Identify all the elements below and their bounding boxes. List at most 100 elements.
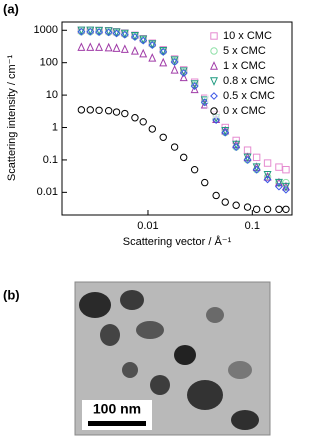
data-point (263, 159, 272, 167)
data-point (112, 29, 121, 38)
y-axis-label: Scattering intensity / cm⁻¹ (6, 55, 18, 182)
data-point (148, 53, 157, 62)
data-point (275, 163, 283, 171)
data-point (232, 140, 241, 150)
data-point (243, 153, 252, 163)
legend-marker (210, 61, 218, 70)
data-point (95, 42, 104, 51)
legend-bg (207, 44, 289, 58)
panel-label: (a) (3, 1, 19, 16)
data-point (77, 42, 86, 51)
scale-bar-label: 100 nm (93, 401, 141, 417)
data-point (275, 182, 283, 191)
data-point (112, 43, 121, 52)
data-point (282, 205, 290, 213)
data-point (170, 55, 179, 63)
data-point (263, 205, 272, 213)
data-point (190, 84, 199, 94)
data-point (243, 156, 252, 164)
data-point (104, 42, 113, 52)
data-point (232, 201, 240, 209)
data-point (179, 72, 188, 82)
legend-bg (207, 29, 289, 43)
data-point (95, 28, 103, 36)
data-point (252, 153, 261, 162)
data-point (252, 205, 261, 213)
data-point (77, 27, 86, 36)
x-tick-label: 0.01 (137, 220, 158, 232)
data-point (274, 178, 283, 188)
data-point (131, 114, 139, 122)
legend-bg (207, 59, 289, 73)
data-point (201, 178, 209, 187)
y-tick-label: 0.01 (37, 186, 58, 198)
data-point (104, 107, 113, 115)
data-point (221, 198, 229, 206)
legend-marker (210, 92, 218, 100)
data-point (86, 27, 95, 36)
data-point (282, 165, 290, 174)
data-point (282, 178, 290, 187)
data-point (159, 133, 167, 141)
legend-marker (210, 77, 218, 86)
data-point (221, 128, 230, 137)
data-point (252, 165, 261, 174)
legend-marker (210, 107, 218, 115)
data-point (252, 163, 261, 173)
legend-marker (210, 47, 218, 55)
data-point (200, 99, 209, 109)
legend-label: 0.8 x CMC (223, 75, 275, 87)
y-tick-label: 100 (40, 57, 58, 69)
data-point (282, 185, 290, 194)
data-point (232, 143, 241, 151)
data-point (120, 44, 129, 53)
data-point (77, 106, 86, 114)
data-point (281, 182, 290, 192)
data-point (170, 64, 179, 74)
data-point (159, 48, 168, 56)
tem-image: 100 nm (74, 281, 271, 436)
legend-bg (207, 74, 289, 88)
data-point (159, 57, 168, 67)
figure: (a) (b) Scattering vector / Å⁻¹ Scatteri… (3, 1, 293, 436)
y-tick-label: 10 (46, 89, 58, 101)
plot-frame (61, 21, 293, 216)
data-point (243, 146, 252, 154)
legend-bg (207, 89, 289, 103)
data-point (200, 98, 209, 107)
legend-label: 1 x CMC (223, 60, 266, 72)
data-point (170, 143, 179, 151)
x-tick-label: 0.1 (245, 220, 260, 232)
legend-marker (210, 32, 218, 40)
legend-label: 0.5 x CMC (223, 90, 275, 102)
data-point (263, 175, 272, 184)
data-point (86, 106, 94, 114)
data-point (148, 125, 156, 133)
data-point (95, 106, 103, 114)
y-tick-label: 1000 (34, 24, 58, 36)
data-point (139, 36, 148, 45)
legend-label: 0 x CMC (223, 105, 266, 117)
data-point (190, 165, 199, 174)
data-point (120, 30, 129, 39)
data-point (139, 118, 147, 126)
legend-label: 5 x CMC (223, 45, 266, 57)
data-point (121, 109, 129, 118)
data-point (131, 33, 139, 41)
data-point (190, 82, 199, 90)
data-point (170, 58, 179, 66)
data-point (243, 203, 252, 211)
data-point (139, 48, 148, 58)
x-axis-label: Scattering vector / Å⁻¹ (123, 235, 232, 248)
data-point (212, 191, 220, 200)
data-point (179, 69, 188, 77)
data-point (180, 153, 188, 162)
data-point (263, 171, 272, 181)
legend-label: 10 x CMC (223, 30, 272, 42)
data-point (148, 41, 157, 49)
y-tick-label: 0.1 (43, 154, 58, 166)
data-point (275, 205, 283, 213)
y-tick-label: 1 (52, 121, 58, 133)
data-point (86, 42, 95, 51)
data-point (112, 108, 121, 116)
